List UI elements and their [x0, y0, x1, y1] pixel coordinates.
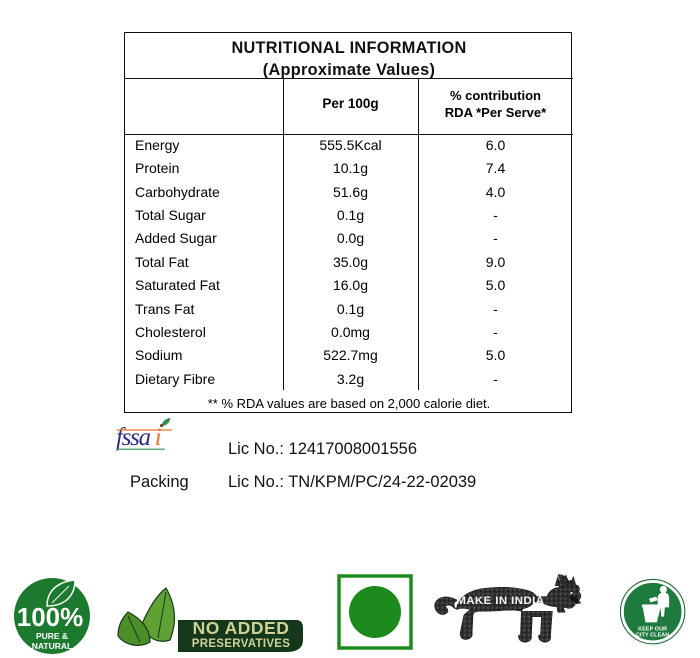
svg-text:CITY CLEAN: CITY CLEAN — [636, 633, 669, 639]
svg-text:KEEP OUR: KEEP OUR — [638, 626, 667, 632]
svg-text:MAKE IN INDIA: MAKE IN INDIA — [456, 595, 544, 607]
svg-text:i: i — [155, 424, 162, 451]
svg-text:NO ADDED: NO ADDED — [193, 618, 290, 638]
svg-text:PURE &: PURE & — [36, 631, 68, 641]
svg-text:PRESERVATIVES: PRESERVATIVES — [192, 638, 291, 650]
svg-text:NATURAL: NATURAL — [32, 641, 72, 651]
svg-text:fssa: fssa — [116, 424, 151, 451]
